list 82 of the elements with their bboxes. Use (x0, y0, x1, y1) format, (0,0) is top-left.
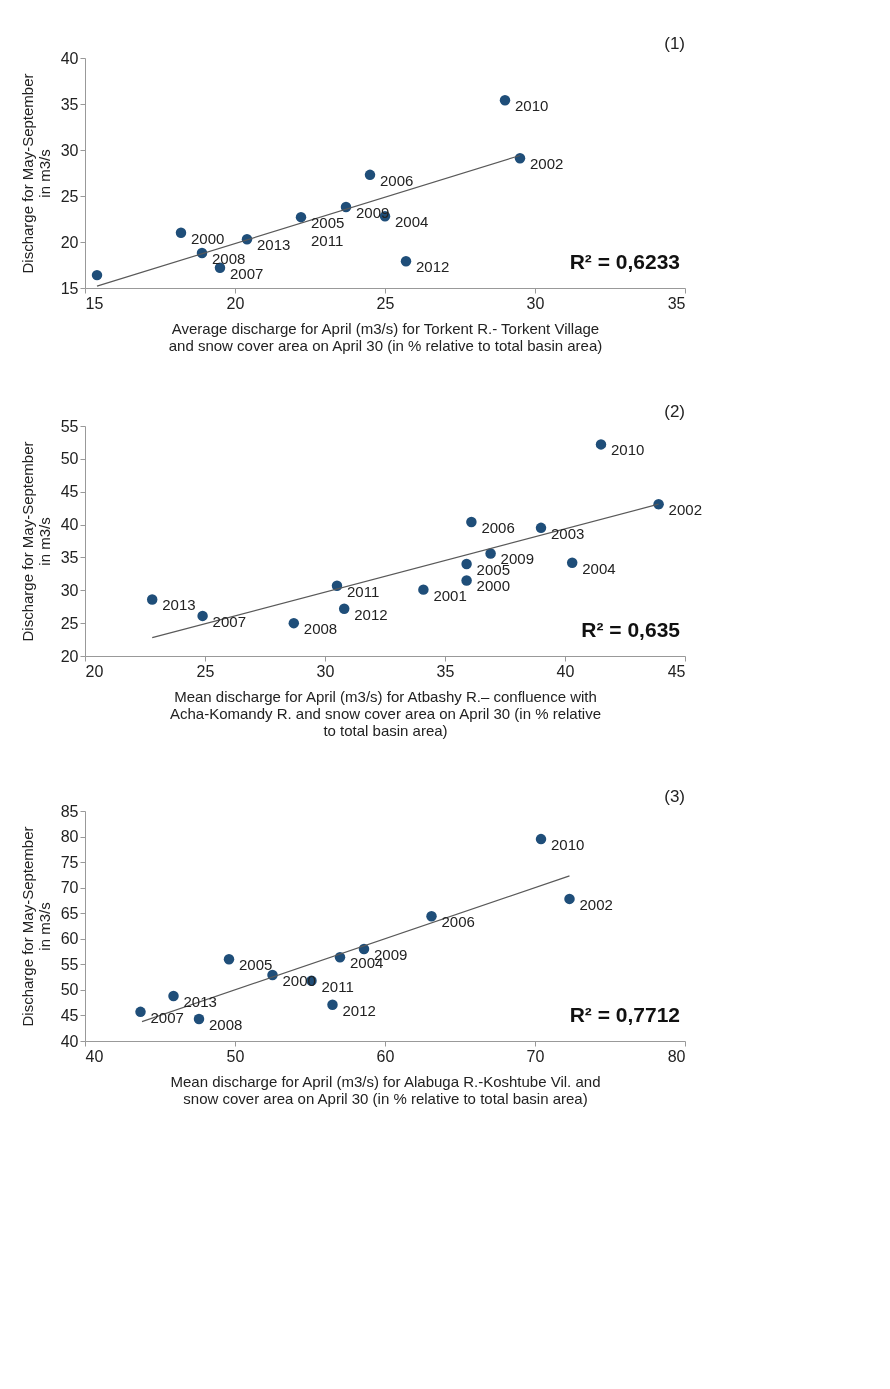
y-tick-label: 25 (60, 187, 79, 205)
y-tick-label: 40 (60, 1032, 79, 1050)
annotation: 2008 (303, 620, 338, 638)
y-tick-label: 80 (60, 828, 79, 846)
y-axis-title: Discharge for May-September in m3/s (18, 826, 53, 1027)
y-tick-label: 20 (60, 647, 79, 665)
annotation: 2004 (395, 213, 429, 231)
x-tick-label: 20 (226, 294, 245, 312)
x-tick-label: 25 (196, 662, 215, 680)
y-tick-label: 70 (60, 879, 79, 897)
x-tick-label: 35 (667, 294, 686, 312)
annotation: 2010 (611, 441, 645, 459)
annotation: 2010 (515, 97, 549, 115)
y-tick-label: 30 (60, 581, 79, 599)
annotation: 2002 (668, 501, 702, 519)
x-tick-label: 40 (556, 662, 575, 680)
annotation: 2001 (433, 586, 467, 604)
x-tick-label: 30 (526, 294, 545, 312)
annotation: 2005 (239, 956, 273, 974)
y-tick-label: 45 (60, 1006, 79, 1024)
y-tick-label: 50 (60, 981, 79, 999)
x-tick-label: 70 (526, 1047, 545, 1065)
annotation: 2004 (582, 559, 616, 577)
annotation: 2006 (441, 913, 475, 931)
annotation: 2011 (347, 582, 380, 600)
annotation: 2012 (416, 258, 450, 276)
x-tick-label: 30 (316, 662, 335, 680)
y-tick-label: 65 (60, 904, 79, 922)
y-tick-label: 50 (60, 450, 79, 468)
y-axis-title: Discharge for May-September in m3/s (18, 73, 53, 274)
y-axis-title: Discharge for May-September in m3/s (18, 441, 53, 642)
annotation: 2005 (311, 214, 345, 232)
x-axis-title: Mean discharge for April (m3/s) for Atbashy R.– confluence with Acha-Komandy R. and snow cover area on April 30 (in % relative to total basin area) (169, 687, 602, 739)
x-axis-title: Average discharge for April (m3/s) for Torkent R.- Torkent Village and snow cover area on April 30 (in % relative to total basin area) (168, 319, 603, 354)
x-tick-label: 15 (85, 294, 104, 312)
text: (3) (664, 787, 685, 806)
y-tick-label: 60 (60, 930, 79, 948)
y-tick-label: 40 (60, 49, 79, 67)
annotation: 2006 (380, 171, 414, 189)
x-tick-label: 20 (85, 662, 104, 680)
annotation: 2013 (257, 236, 291, 254)
y-tick-label: 25 (60, 614, 79, 632)
annotation: 2002 (530, 155, 564, 173)
x-tick-label: 50 (226, 1047, 245, 1065)
annotation: R² = 0,6233 (569, 250, 680, 273)
x-axis-title: Mean discharge for April (m3/s) for Alabuga R.-Koshtube Vil. and snow cover area on April 30 (in % relative to total basin area) (170, 1072, 601, 1107)
annotation: 2011 (311, 232, 344, 250)
y-tick-label: 45 (60, 483, 79, 501)
text: (1) (664, 34, 685, 53)
annotation: 2012 (342, 1001, 376, 1019)
annotation: 2002 (579, 895, 613, 913)
x-tick-label: 60 (376, 1047, 395, 1065)
annotation: 2000 (191, 229, 225, 247)
y-tick-label: 35 (60, 548, 79, 566)
annotation: 2003 (551, 524, 585, 542)
annotation: 2000 (476, 577, 510, 595)
y-tick-label: 30 (60, 141, 79, 159)
annotation: 2009 (356, 204, 390, 222)
x-tick-label: 45 (667, 662, 686, 680)
annotation: R² = 0,7712 (569, 1003, 680, 1026)
y-tick-label: 75 (60, 853, 79, 871)
annotation: 2008 (209, 1016, 243, 1034)
y-tick-label: 20 (60, 233, 79, 251)
y-tick-label: 55 (60, 955, 79, 973)
annotation: 2007 (150, 1008, 184, 1026)
annotation: 2007 (212, 612, 246, 630)
y-tick-label: 40 (60, 516, 79, 534)
annotation: 2013 (162, 596, 196, 614)
y-tick-label: 15 (60, 279, 79, 297)
annotation: 2006 (481, 518, 515, 536)
x-tick-label: 35 (436, 662, 455, 680)
x-tick-label: 25 (376, 294, 395, 312)
x-tick-label: 40 (85, 1047, 104, 1065)
annotation: 2012 (354, 605, 388, 623)
annotation: 2010 (551, 836, 585, 854)
annotation: R² = 0,635 (581, 618, 681, 641)
y-tick-label: 55 (60, 417, 79, 435)
x-tick-label: 80 (667, 1047, 686, 1065)
annotation: 2011 (321, 977, 354, 995)
y-tick-label: 85 (60, 802, 79, 820)
text: (2) (664, 402, 685, 421)
y-tick-label: 35 (60, 95, 79, 113)
